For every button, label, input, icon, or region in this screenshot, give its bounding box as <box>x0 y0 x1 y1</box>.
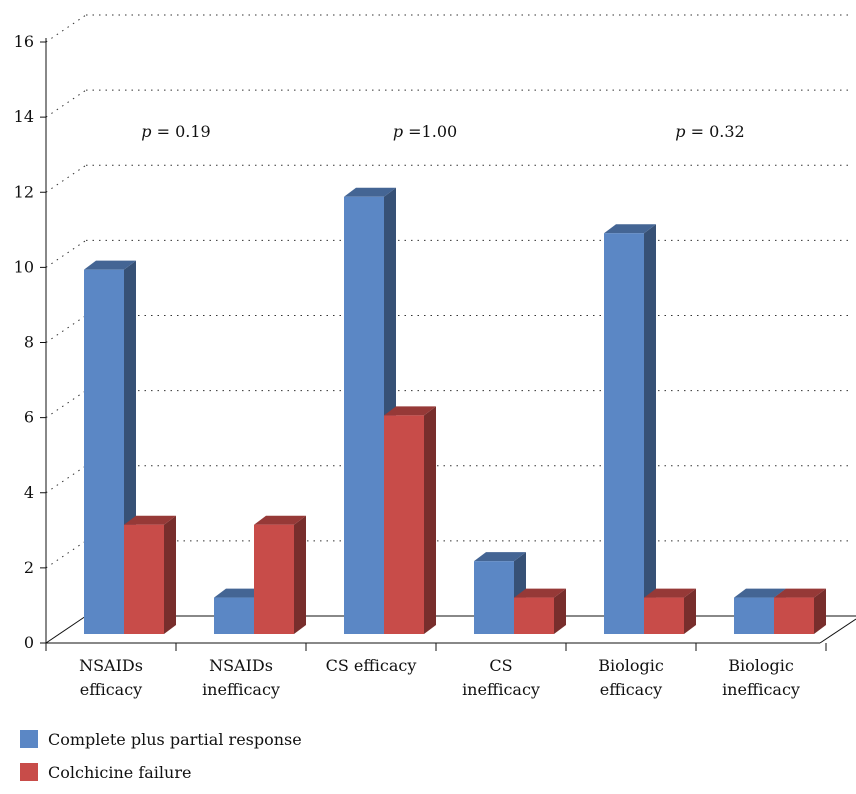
bar-front <box>644 597 684 634</box>
gridline-diagonal <box>45 239 87 268</box>
bar-top <box>644 588 696 598</box>
bar-2-1 <box>124 515 176 634</box>
category-label-4: CS inefficacy <box>462 656 540 699</box>
legend: Complete plus partial response Colchicin… <box>20 728 302 794</box>
bar-top <box>514 588 566 598</box>
y-tick-label: 12 <box>14 182 34 201</box>
legend-item-series-1: Complete plus partial response <box>20 728 302 750</box>
gridline-diagonal <box>45 465 87 494</box>
bar-front <box>254 524 294 634</box>
legend-label-series-1: Complete plus partial response <box>48 729 302 749</box>
legend-label-series-2: Colchicine failure <box>48 762 192 782</box>
bar-top <box>774 588 826 598</box>
gridline-diagonal <box>45 390 87 419</box>
bar-front <box>214 597 254 634</box>
category-label-1: NSAIDs efficacy <box>79 656 143 699</box>
y-tick-label: 0 <box>24 633 34 652</box>
bar-2-4 <box>514 588 566 634</box>
gridline-diagonal <box>45 14 87 43</box>
p-value-annotation-3: p = 0.32 <box>675 122 744 141</box>
category-label-6: Biologic inefficacy <box>722 656 800 699</box>
y-tick-label: 6 <box>24 408 34 427</box>
bar-front <box>774 597 814 634</box>
category-label-2: NSAIDs inefficacy <box>202 656 280 699</box>
bar-top <box>604 224 656 234</box>
bar-side <box>814 588 826 634</box>
bar-front <box>84 269 124 634</box>
bar-side <box>644 224 656 634</box>
category-label-3: CS efficacy <box>326 656 417 675</box>
bar-top <box>84 260 136 270</box>
y-tick-label: 8 <box>24 333 34 352</box>
bar-front <box>604 233 644 634</box>
gridline-diagonal <box>45 164 87 193</box>
bar-2-6 <box>774 588 826 634</box>
gridline-diagonal <box>45 89 87 118</box>
floor-right-edge <box>819 618 856 644</box>
p-value-annotation-1: p = 0.19 <box>141 122 210 141</box>
bar-front <box>344 196 384 634</box>
gridlines <box>45 14 852 569</box>
legend-item-series-2: Colchicine failure <box>20 761 302 783</box>
category-label-5: Biologic efficacy <box>598 656 664 699</box>
y-tick-label: 10 <box>14 257 34 276</box>
y-tick-label: 16 <box>14 32 34 51</box>
bar-front <box>124 524 164 634</box>
bar-side <box>294 515 306 634</box>
labels: 0 2 4 6 8 10 12 14 16 NSAIDs efficacy NSAIDs ineffic… <box>14 32 800 699</box>
bar-2-5 <box>644 588 696 634</box>
bar-side <box>164 515 176 634</box>
bar-side <box>684 588 696 634</box>
bar-top <box>214 588 266 598</box>
bar-side <box>554 588 566 634</box>
bar-2-2 <box>254 515 306 634</box>
bar-top <box>254 515 306 525</box>
floor-left-edge <box>45 615 87 644</box>
gridline-diagonal <box>45 315 87 343</box>
bar-front <box>734 597 774 634</box>
bar-1-5 <box>604 224 656 634</box>
bar-front <box>474 561 514 634</box>
p-value-annotation-2: p =1.00 <box>393 122 457 141</box>
bar-side <box>424 406 436 634</box>
legend-swatch-series-1 <box>20 730 38 748</box>
bar-front <box>384 415 424 634</box>
bar-top <box>124 515 176 525</box>
y-tick-label: 14 <box>14 107 34 126</box>
y-tick-label: 2 <box>24 558 34 577</box>
bar-top <box>474 552 526 562</box>
bar-top <box>384 406 436 416</box>
bars <box>84 187 826 634</box>
bar-top <box>344 187 396 197</box>
gridline-diagonal <box>45 540 87 569</box>
legend-swatch-series-2 <box>20 763 38 781</box>
bar-front <box>514 597 554 634</box>
bar-top <box>734 588 786 598</box>
y-tick-label: 4 <box>24 483 34 502</box>
bar-2-3 <box>384 406 436 634</box>
